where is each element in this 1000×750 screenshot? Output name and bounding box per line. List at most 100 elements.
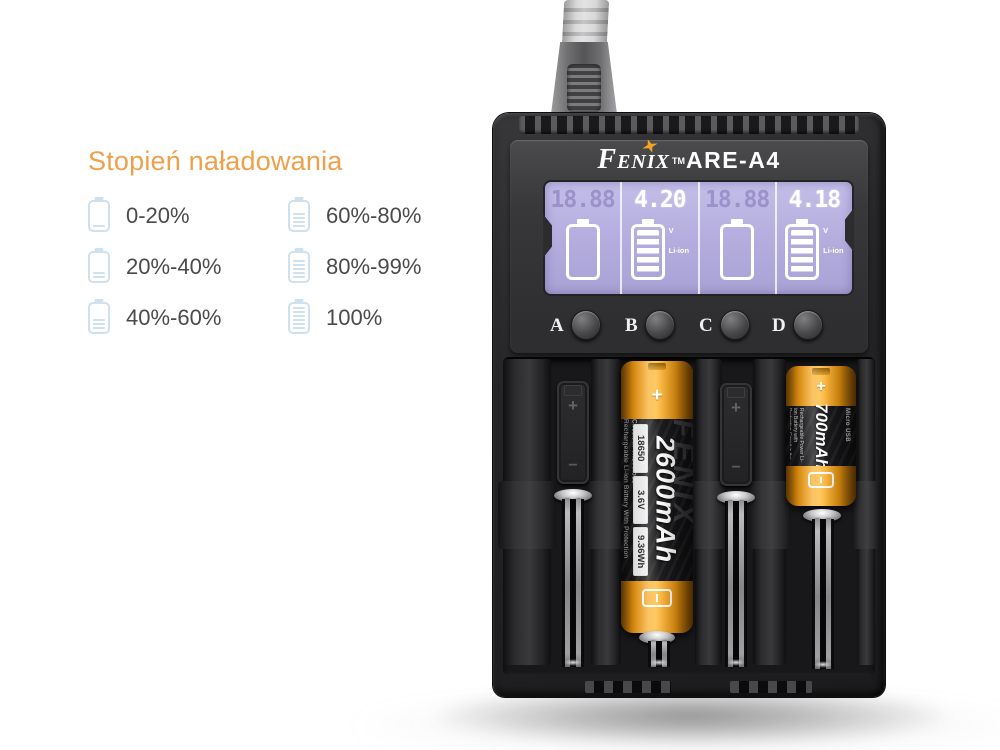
battery-positive-cap: + [621,361,693,419]
slot-b-slider-knob [639,631,675,644]
battery-cap [731,219,744,224]
legend-label: 80%-99% [326,254,422,279]
battery-level-icon [288,299,310,334]
plus-mark: + [651,385,663,406]
channel-b-group: B [625,310,675,340]
usb-cable [545,0,625,122]
battery-voltage: 3.6V [633,475,648,525]
brand-logo: Fenix TM ARE-A4 [510,143,868,177]
battery-capacity: 700mAh [812,402,831,470]
usb-plug [550,42,618,122]
polarity-box [808,472,834,488]
legend-item-20-40: 20%-40% [88,248,238,284]
battery-level-icon [88,197,110,232]
bottom-vents [730,681,812,693]
legend-item-0-20: 0-20% [88,197,238,233]
brand-text: Fenix [597,144,670,175]
legend-item-80-99: 80%-99% [288,248,438,284]
voltage-readout: 4.18 [788,187,841,213]
lcd-bezel-notch [543,214,552,258]
battery-energy: 9.36Wh [633,527,648,577]
fenix-are-a4-charger: Fenix TM ARE-A4 18.88 4.20 [493,113,885,697]
channel-a-button [570,310,601,340]
usb-cord [561,0,610,46]
voltage-readout: 4.20 [634,187,686,213]
lcd-unit-labels: V Li-ion [823,219,843,280]
rail [565,499,570,667]
battery-full-icon [630,219,665,280]
legend-label: 40%-60% [126,305,222,330]
channel-c-label: C [699,314,713,336]
battery-cap [641,219,654,224]
battery-cap [294,197,304,200]
slot-c-contact-plate: + − [720,383,752,486]
slot-a-slider-knob [554,489,592,502]
rail [662,641,667,667]
lcd-channel-b: 4.20 V Li-ion [620,182,697,294]
plus-mark: + [731,398,741,417]
lcd-channel-c: 18.88 [697,182,775,294]
battery-full-icon [785,219,820,280]
battery-bars [293,205,305,227]
lcd-battery-wrap: V Li-ion [785,219,844,280]
lcd-battery-wrap: V Li-ion [630,219,689,280]
battery-cap [294,248,304,251]
channel-b-button [644,310,675,340]
battery-contact-nub [812,368,830,375]
voltage-readout-ghost: 18.88 [705,187,770,213]
battery-port-label: Micro USB [844,408,850,442]
bay-wall [690,359,727,665]
charge-level-legend: Stopień naładowania 0-20% 20%-40% 40%-60… [88,146,438,335]
rail [739,501,744,667]
description-line: Rechargeable Li-ion Battery With Protect… [622,419,630,559]
brand-watermark: FENIX [667,419,693,528]
battery-specs: 18650 3.6V 9.36Wh [633,424,648,577]
voltage-readout-ghost: 18.88 [550,187,616,213]
lcd-unit-labels: V Li-ion [669,219,689,280]
display-panel: Fenix TM ARE-A4 18.88 4.20 [510,140,868,353]
trademark-symbol: TM [671,155,685,166]
channel-d-label: D [772,314,786,336]
battery-bars [93,256,105,278]
bay-wall [498,359,556,665]
legend-title: Stopień naładowania [88,146,343,176]
slot-b-rails [648,641,670,667]
slot-d-rails [812,519,834,669]
volt-unit: V [823,226,829,235]
battery-label: Rechargeable Power Li-ion Battery with P… [786,402,856,470]
soft-shadow [340,700,1000,750]
lcd-display: 18.88 4.20 V Li-ion [543,182,854,294]
battery-level-icon [88,299,110,334]
channel-b-label: B [625,314,638,336]
chemistry-label: Li-ion [668,245,690,255]
battery-cap [94,248,104,251]
lcd-battery-wrap [565,219,600,280]
battery-cap [94,299,104,302]
battery-cap [94,197,104,200]
vent-fins [519,116,859,134]
battery-outline-icon [565,219,600,280]
battery-negative-cap [786,466,856,506]
slot-c-rails [725,501,747,667]
channel-c-group: C [699,310,750,340]
channel-c-button [719,310,750,340]
volt-unit: V [668,226,674,235]
battery-bars [93,307,105,329]
battery-700mah: + Rechargeable Power Li-ion Battery with… [786,366,856,506]
battery-description: Rechargeable Power Li-ion Battery with P… [790,408,804,462]
lcd-channel-d: 4.18 V Li-ion [774,182,852,294]
slot-a-rails [562,499,584,667]
battery-bars [293,256,305,278]
battery-cap [294,299,304,302]
lcd-battery-wrap [720,219,755,280]
lcd-channel-a: 18.88 [545,182,620,294]
legend-grid: 0-20% 20%-40% 40%-60% 60%-80% 80%-99% 10… [88,197,438,335]
plus-mark: + [568,396,578,415]
battery-level-icon [288,248,310,283]
chemistry-label: Li-ion [823,245,844,255]
rail [815,519,820,669]
rail [651,641,656,667]
battery-bay: + − + Rechargeable Li-ion Battery With P… [498,357,880,693]
plus-mark: + [816,378,826,395]
